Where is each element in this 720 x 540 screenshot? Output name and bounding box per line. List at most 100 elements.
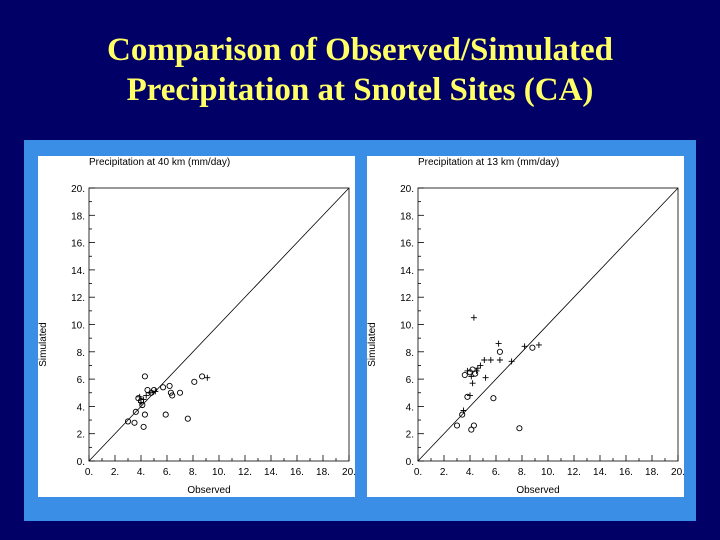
chart0-ytick-label: 2. [77,430,85,441]
chart0-point-circle [131,419,138,426]
chart1-point-circle [490,395,497,402]
chart0-point-circle [166,382,173,389]
chart1-point-cross [495,340,502,347]
chart1-point-cross [521,343,528,350]
chart1-point-cross [469,380,476,387]
chart-40km-svg: Precipitation at 40 km (mm/day) 0. 2. 4. 6. 8… [38,157,355,496]
chart0-ytick-label: 8. [77,348,85,359]
chart1-point-cross [481,356,488,363]
chart0-xtick-label: 8. [189,467,197,478]
chart0-ytick-label: 6. [77,375,85,386]
chart1-point-circle [496,348,503,355]
chart-40km: Precipitation at 40 km (mm/day) 0. 2. 4. 6. 8… [38,156,355,497]
chart1-point-cross [496,356,503,363]
chart0-point-cross [140,396,147,403]
chart0-xtick-label: 2. [111,467,119,478]
chart1-xtick-label: 14. [593,467,607,478]
chart1-point-circle [472,370,479,377]
slide-title-line-1: Comparison of Observed/Simulated [106,32,614,68]
chart0-ytick-label: 12. [71,293,85,304]
chart0-xtick-label: 14. [264,467,278,478]
chart0-point-circle [132,408,139,415]
chart1-point-cross [482,374,489,381]
chart1-point-circle [516,425,523,432]
chart0-ytick-label: 18. [71,211,85,222]
chart1-ytick-label: 14. [400,266,414,277]
chart1-point-cross [473,367,480,374]
chart0-ytick-label: 0. [77,457,85,468]
chart0-ytick-label: 14. [71,266,85,277]
chart1-point-circle [459,411,466,418]
chart0-xtick-label: 16. [290,467,304,478]
chart1-point-cross [535,341,542,348]
chart0-point-cross [147,389,154,396]
chart0-one-to-one-line [88,187,350,462]
chart1-point-cross [470,314,477,321]
chart1-xtick-label: 10. [541,467,555,478]
chart0-point-circle [160,384,167,391]
chart1-xtick-label: 8. [518,467,526,478]
charts-panel: Precipitation at 40 km (mm/day) 0. 2. 4. 6. 8… [24,140,696,521]
chart0-xtick-label: 4. [137,467,145,478]
chart0-ylabel: Simulated [38,322,49,366]
chart1-point-cross [477,362,484,369]
chart0-ytick-label: 16. [71,239,85,250]
chart1-point-cross [460,407,467,414]
chart0-point-cross [204,374,211,381]
chart1-ytick-label: 20. [400,184,414,195]
chart1-title: Precipitation at 13 km (mm/day) [418,157,559,168]
chart1-xtick-label: 12. [567,467,581,478]
slide-title: Comparison of Observed/Simulated Precipi… [0,30,720,110]
chart0-xtick-label: 0. [85,467,93,478]
chart1-ylabel: Simulated [367,322,378,366]
chart1-xtick-label: 18. [645,467,659,478]
chart1-xtick-label: 0. [414,467,422,478]
chart0-point-circle [191,378,198,385]
chart0-point-cross [136,393,143,400]
chart1-point-circle [529,344,536,351]
chart0-ytick-label: 20. [71,184,85,195]
chart1-ytick-label: 16. [400,239,414,250]
chart1-xtick-label: 4. [466,467,474,478]
chart1-point-cross [487,356,494,363]
chart0-point-circle [141,373,148,380]
chart1-ytick-label: 6. [406,375,414,386]
chart0-point-circle [124,418,132,425]
chart1-xtick-label: 16. [619,467,633,478]
chart1-ytick-label: 18. [400,211,414,222]
chart0-xlabel: Observed [187,485,230,496]
chart1-xtick-label: 20. [671,467,684,478]
chart1-point-cross [467,392,473,399]
chart1-point-circle [464,393,471,400]
chart0-point-circle [150,386,158,394]
chart0-ytick-label: 10. [71,321,85,332]
chart0-point-circle [162,411,169,418]
chart1-xtick-label: 2. [440,467,448,478]
chart0-point-circle [184,415,191,422]
chart1-point-cross [468,373,475,380]
chart1-ytick-label: 8. [406,348,414,359]
chart1-xtick-label: 6. [492,467,500,478]
chart1-one-to-one-line [417,187,679,462]
chart1-ytick-label: 4. [406,402,414,413]
chart0-point-circle [140,423,147,430]
chart1-point-cross [464,367,471,374]
chart0-point-cross [138,399,144,406]
chart1-point-cross [508,358,515,365]
chart-13km: Precipitation at 13 km (mm/day) 0. 2. 4. 6. 8… [367,156,684,497]
chart0-xtick-label: 10. [212,467,226,478]
chart0-point-circle [169,392,176,399]
chart1-ytick-label: 2. [406,430,414,441]
chart0-ytick-label: 4. [77,402,85,413]
chart-13km-svg: Precipitation at 13 km (mm/day) 0. 2. 4. 6. 8… [367,157,684,496]
chart1-point-circle [453,422,461,429]
chart1-ytick-label: 10. [400,321,414,332]
chart0-xtick-label: 6. [163,467,171,478]
chart0-xtick-label: 20. [342,467,355,478]
chart0-xtick-label: 18. [316,467,330,478]
chart1-point-circle [470,422,477,429]
chart1-xlabel: Observed [516,485,559,496]
chart1-ytick-label: 12. [400,293,414,304]
chart0-point-cross [143,392,150,399]
chart1-point-cross [474,365,481,372]
